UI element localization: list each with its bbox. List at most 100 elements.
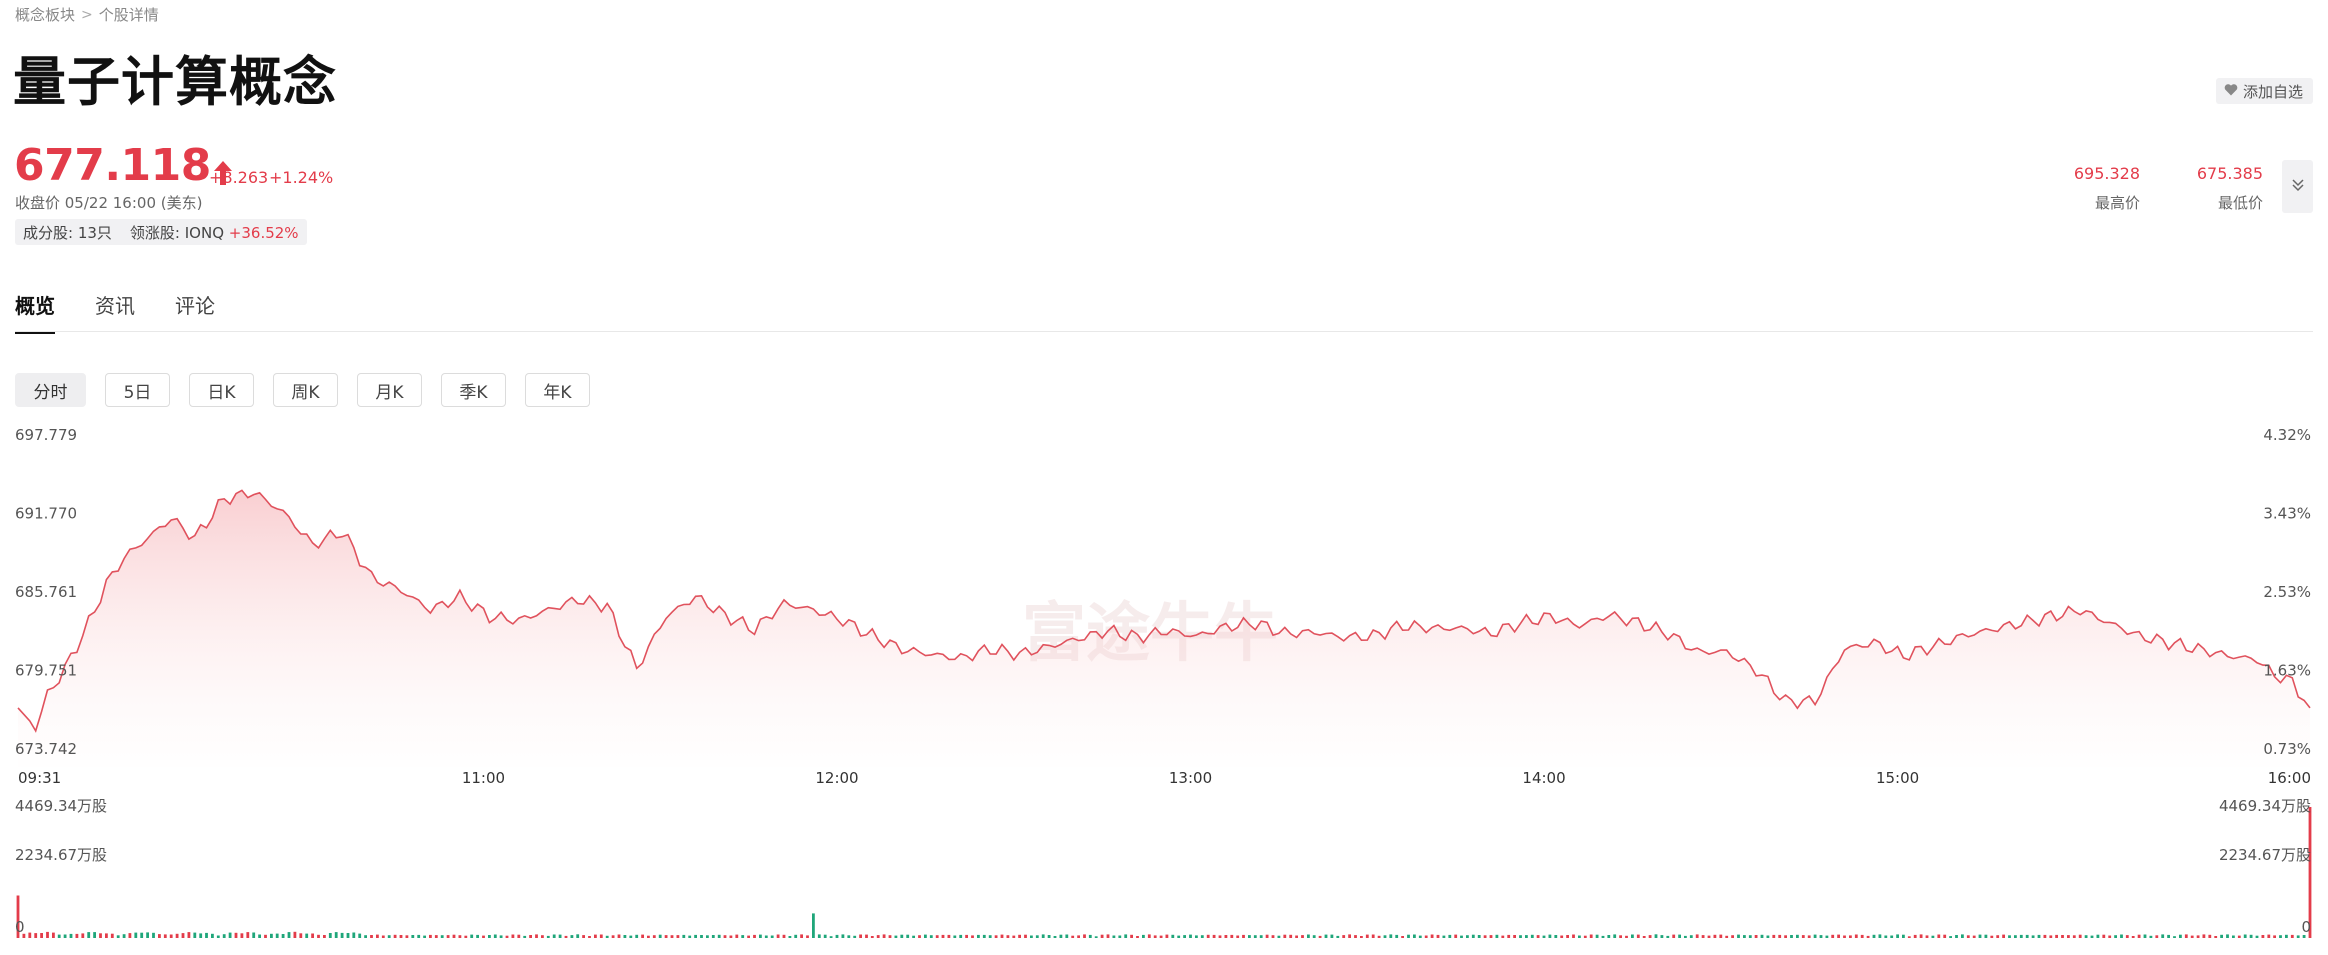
volume-bar	[1360, 936, 1363, 938]
volume-bar	[1354, 935, 1357, 938]
volume-bar	[193, 932, 197, 938]
volume-bar	[1595, 934, 1599, 938]
volume-bar	[1754, 935, 1758, 938]
volume-bar	[652, 935, 656, 938]
volume-bar	[1896, 934, 1899, 938]
volume-bar	[1242, 934, 1245, 938]
volume-bar	[1902, 934, 1905, 938]
tab-bar: 概览 资讯 评论	[15, 290, 215, 334]
volume-bar	[1719, 934, 1723, 938]
volume-bar	[1642, 936, 1646, 938]
constituents-count: 成分股: 13只	[23, 223, 112, 242]
volume-bar	[305, 933, 309, 938]
volume-bar	[1695, 934, 1699, 938]
volume-bar	[87, 932, 91, 938]
volume-bar	[941, 934, 945, 938]
volume-bar	[988, 935, 992, 938]
volume-bar	[1395, 934, 1399, 938]
tab-overview[interactable]: 概览	[15, 290, 55, 334]
price-change-pct: +1.24%	[269, 168, 334, 187]
high-label: 最高价	[2094, 194, 2140, 212]
volume-bar	[110, 933, 114, 938]
volume-bar	[81, 933, 85, 938]
volume-bar	[853, 935, 857, 938]
volume-bar	[340, 932, 344, 938]
volume-bar	[1318, 935, 1322, 938]
volume-bar	[906, 934, 910, 938]
period-5day[interactable]: 5日	[105, 373, 170, 407]
volume-bar	[1401, 936, 1404, 938]
period-yearly-k[interactable]: 年K	[525, 373, 590, 407]
volume-bar	[1424, 935, 1428, 938]
volume-bar	[1336, 935, 1340, 938]
volume-bar	[1159, 935, 1163, 938]
tab-news[interactable]: 资讯	[95, 294, 135, 318]
volume-bar	[434, 935, 438, 938]
volume-bar	[1136, 936, 1139, 938]
volume-bar	[1224, 935, 1228, 938]
volume-bar	[2290, 934, 2294, 938]
volume-bar	[1648, 935, 1652, 938]
heart-icon	[2224, 82, 2238, 100]
volume-bar	[1978, 934, 1982, 938]
volume-bar	[535, 934, 538, 938]
tab-comments[interactable]: 评论	[175, 294, 215, 318]
period-daily-k[interactable]: 日K	[189, 373, 254, 407]
volume-bar	[364, 935, 367, 938]
period-weekly-k[interactable]: 周K	[273, 373, 338, 407]
volume-bar	[46, 931, 49, 938]
volume-bar	[2061, 935, 2064, 938]
volume-bar	[158, 934, 161, 938]
volume-bar	[1200, 935, 1204, 938]
volume-bar	[1088, 934, 1092, 938]
volume-y-right-tick: 0	[2301, 918, 2311, 936]
period-quarterly-k[interactable]: 季K	[441, 373, 506, 407]
y-axis-left-tick: 691.770	[15, 505, 77, 523]
volume-bar	[440, 935, 444, 938]
volume-bar	[352, 932, 356, 938]
volume-bar	[446, 935, 450, 938]
volume-bar	[1112, 935, 1116, 938]
volume-bar	[228, 932, 232, 938]
volume-bar	[1365, 934, 1369, 938]
volume-bar	[1931, 935, 1935, 938]
volume-bar	[1006, 935, 1010, 938]
y-axis-right-tick: 4.32%	[2263, 426, 2311, 444]
expand-stats-button[interactable]	[2282, 160, 2313, 213]
volume-bar	[2043, 934, 2047, 938]
volume-bar	[199, 933, 203, 938]
volume-bar	[2214, 936, 2218, 938]
volume-bar	[529, 935, 532, 938]
volume-bar	[900, 934, 904, 938]
volume-bar	[1324, 934, 1328, 938]
volume-bar	[1796, 934, 1799, 938]
volume-bar	[1407, 934, 1410, 938]
volume-bar	[2255, 935, 2259, 938]
period-intraday[interactable]: 分时	[15, 373, 86, 407]
breadcrumb-parent-link[interactable]: 概念板块	[15, 6, 76, 24]
volume-bar	[1035, 935, 1039, 938]
volume-bar	[959, 934, 963, 938]
leader-stock[interactable]: 领涨股: IONQ +36.52%	[130, 222, 299, 243]
volume-bar	[293, 931, 297, 938]
volume-bar	[264, 934, 267, 938]
volume-bar	[1955, 935, 1958, 938]
volume-bar	[1065, 934, 1069, 938]
volume-bar	[2072, 935, 2076, 938]
volume-bar	[1837, 934, 1840, 938]
volume-bar	[1383, 935, 1387, 938]
volume-chart[interactable]: 4469.34万股 4469.34万股 2234.67万股 2234.67万股 0 0	[0, 795, 2328, 955]
period-monthly-k[interactable]: 月K	[357, 373, 422, 407]
intraday-price-chart[interactable]: 富途牛牛 697.779691.770685.761679.751673.742…	[0, 425, 2328, 795]
volume-bar	[1907, 936, 1911, 938]
leader-change: +36.52%	[228, 223, 299, 242]
volume-bar	[2019, 934, 2023, 938]
volume-bar	[69, 933, 73, 938]
constituents-badge: 成分股: 13只 领涨股: IONQ +36.52%	[15, 219, 307, 245]
y-axis-right-tick: 1.63%	[2263, 662, 2311, 680]
volume-bar	[935, 935, 939, 938]
volume-bar	[1165, 934, 1169, 938]
volume-bar	[924, 934, 927, 938]
add-watchlist-button[interactable]: 添加自选	[2215, 78, 2313, 104]
volume-bar	[317, 934, 320, 938]
